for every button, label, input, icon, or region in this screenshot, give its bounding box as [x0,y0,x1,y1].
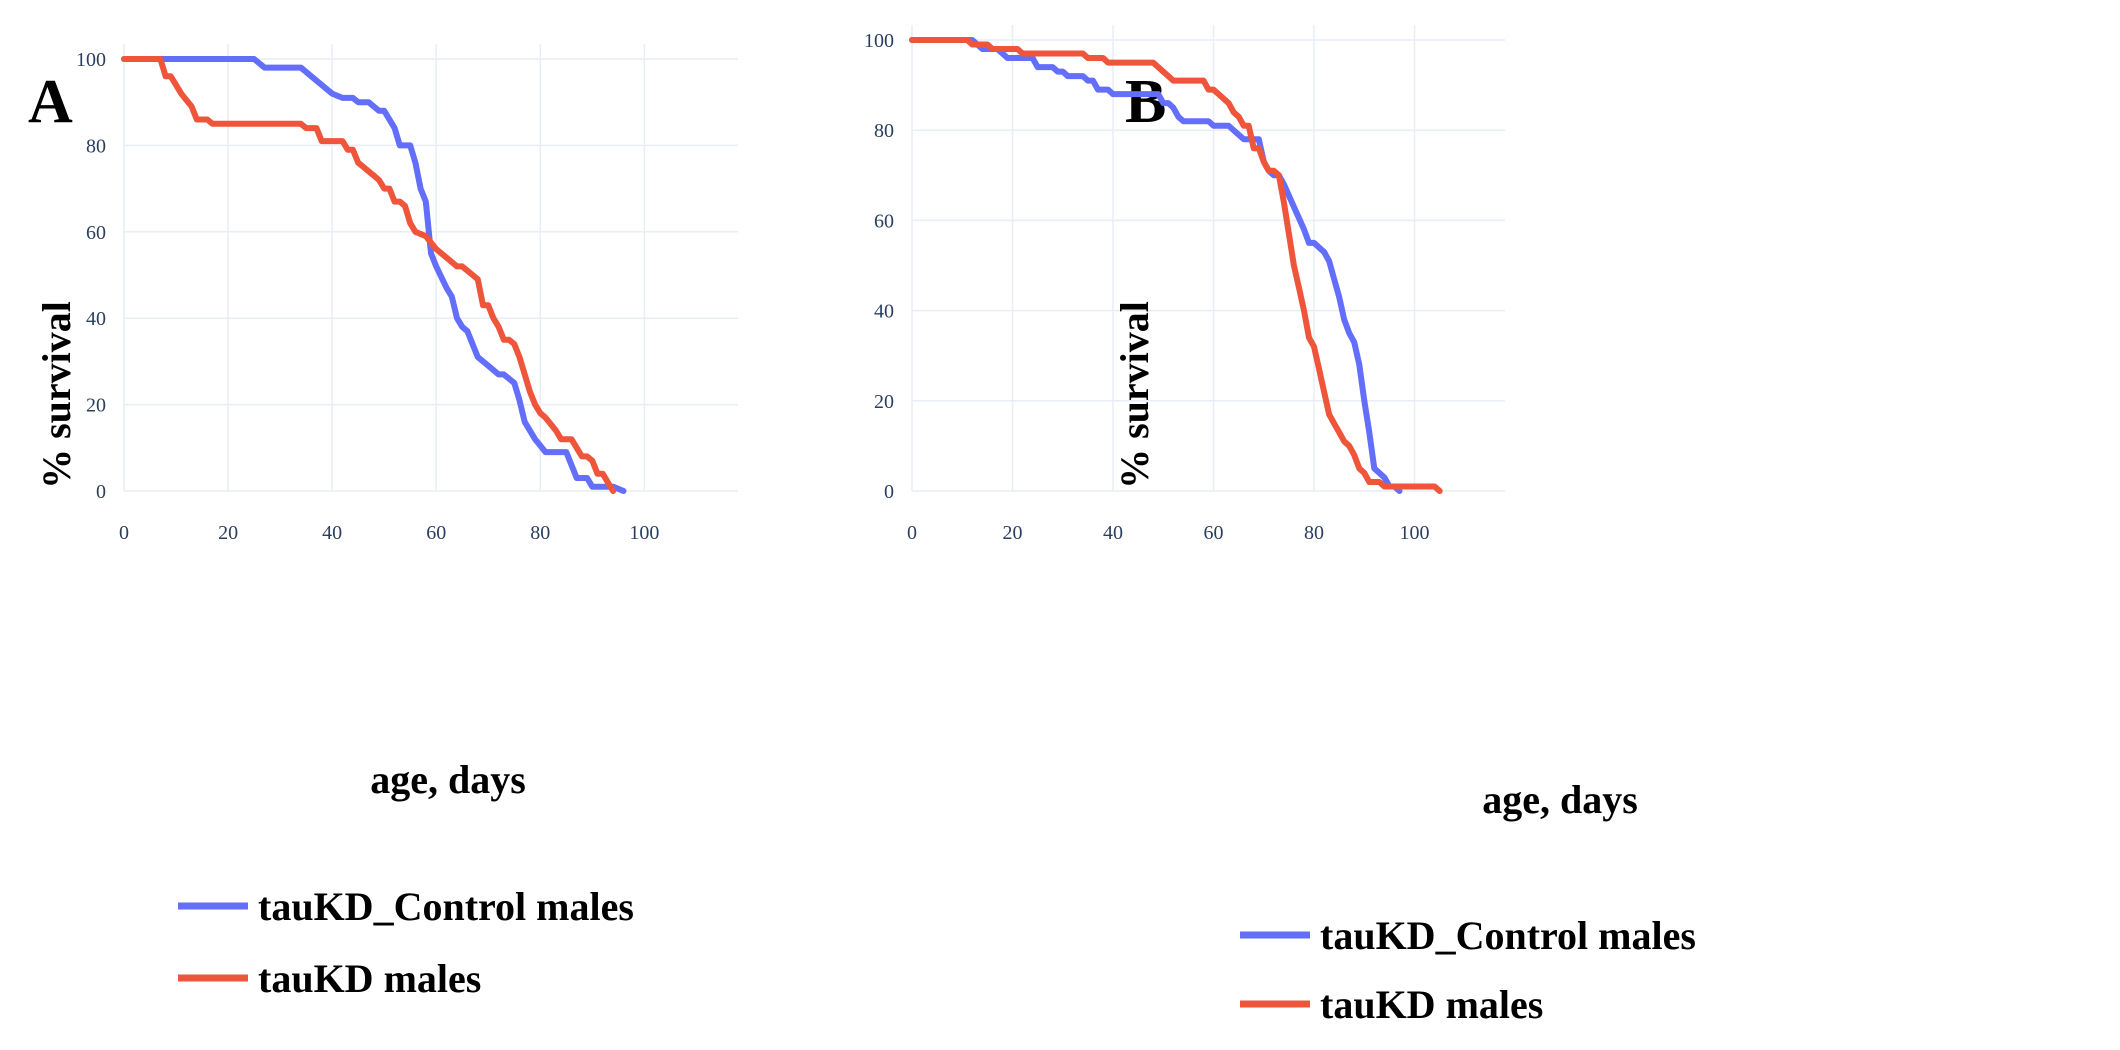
legend-label-control: tauKD_Control males [258,884,634,929]
series-line-taukd-control-males [909,37,1403,494]
legend: tauKD_Control males tauKD males [178,884,634,1001]
series-line-taukd-males [121,56,617,494]
gridlines [123,44,738,492]
y-tick-label: 80 [86,135,106,157]
y-tick-label: 100 [864,30,894,52]
x-axis-ticks: 0 20 40 60 80 100 [907,522,1430,544]
legend-label-taukd: tauKD males [1320,982,1543,1027]
x-tick-label: 60 [426,522,446,544]
y-tick-label: 20 [874,391,894,413]
series-group [909,37,1443,494]
y-tick-label: 0 [96,481,106,503]
x-tick-label: 40 [1103,522,1123,544]
legend-label-control: tauKD_Control males [1320,913,1696,958]
series-line-taukd-control-males [121,56,627,494]
x-tick-label: 80 [1304,522,1324,544]
x-axis-title: age, days [1482,777,1638,822]
y-tick-label: 60 [874,210,894,232]
x-tick-label: 0 [907,522,917,544]
x-tick-label: 20 [1003,522,1023,544]
y-tick-label: 100 [76,49,106,71]
legend-label-taukd: tauKD males [258,956,481,1001]
y-tick-label: 0 [884,481,894,503]
y-tick-label: 40 [86,308,106,330]
x-axis-ticks: 0 20 40 60 80 100 [119,522,659,544]
y-axis-ticks: 0 20 40 60 80 100 [864,30,894,503]
y-tick-label: 80 [874,120,894,142]
x-tick-label: 60 [1204,522,1224,544]
legend: tauKD_Control males tauKD males [1240,913,1696,1027]
x-axis-title: age, days [370,757,526,802]
y-tick-label: 40 [874,301,894,323]
panel-letter-a: A [28,68,73,136]
y-axis-title: % survival [1112,301,1157,489]
x-tick-label: 100 [1400,522,1430,544]
y-tick-label: 20 [86,395,106,417]
series-line-taukd-males [909,37,1443,494]
y-axis-ticks: 0 20 40 60 80 100 [76,49,106,503]
x-tick-label: 100 [629,522,659,544]
series-group [121,56,627,494]
x-tick-label: 20 [218,522,238,544]
x-tick-label: 40 [322,522,342,544]
x-tick-label: 80 [530,522,550,544]
y-axis-title: % survival [34,301,79,489]
gridlines [911,25,1505,492]
y-tick-label: 60 [86,222,106,244]
x-tick-label: 0 [119,522,129,544]
chart-panel-a: A 0 20 40 60 80 100 0 20 40 60 80 100 age, days % … [28,44,738,1001]
